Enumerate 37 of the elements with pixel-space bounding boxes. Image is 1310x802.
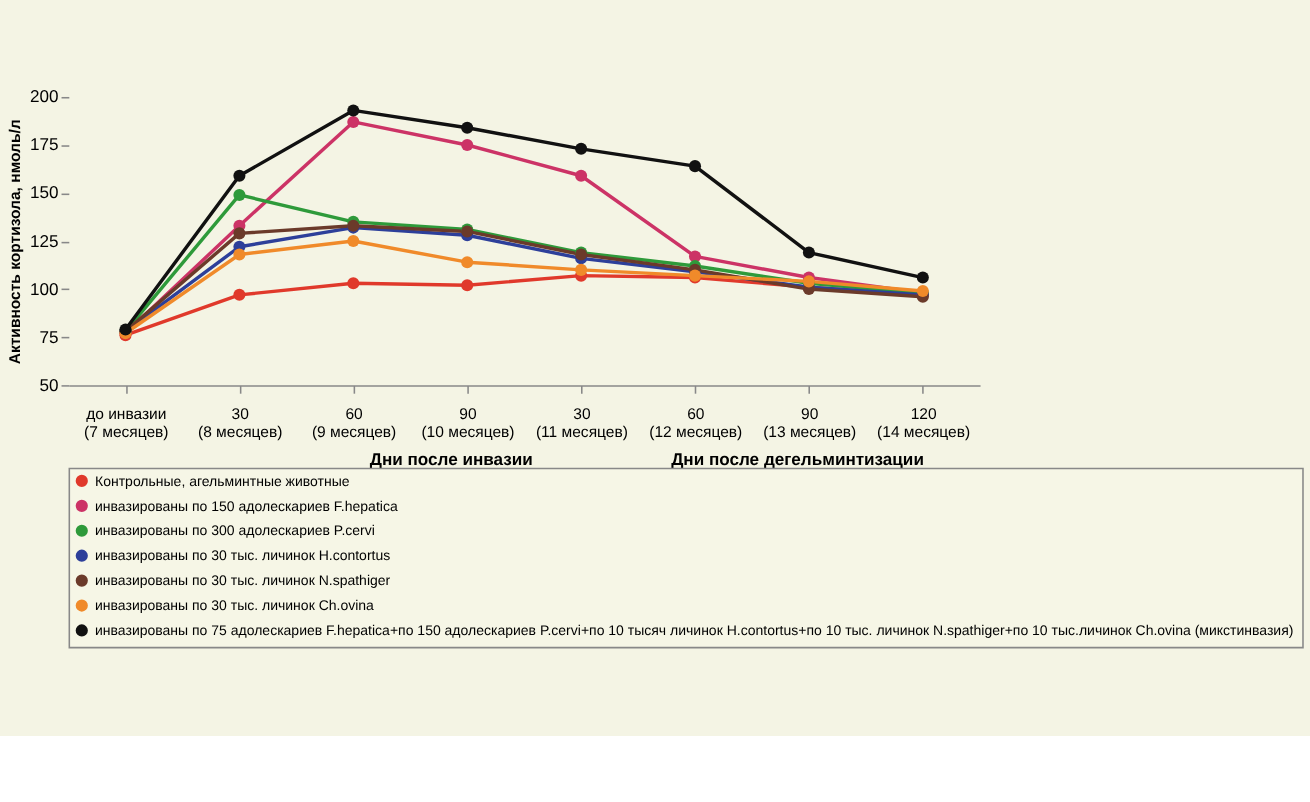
x-tick-label: 90 (13 месяцев) — [763, 404, 858, 442]
y-tick-label: 100 — [29, 278, 59, 299]
x-axis-title: Дни после инвазии — [369, 448, 533, 469]
y-tick-label: 75 — [39, 326, 59, 347]
y-axis-title: Активность кортизола, нмоль/л — [6, 119, 25, 365]
point — [233, 169, 246, 182]
x-tick-label: 60 (12 месяцев) — [649, 404, 744, 442]
point — [916, 271, 929, 284]
x-tick-label: 30 (8 месяцев) — [197, 404, 284, 442]
y-tick-label: 200 — [29, 86, 59, 107]
x-tick-label: до инвазии (7 месяцев) — [84, 404, 170, 442]
point — [461, 256, 474, 269]
point — [802, 246, 815, 259]
point — [688, 160, 702, 173]
x-tick-label: 120 (14 месяцев) — [877, 404, 971, 442]
point — [575, 142, 588, 155]
y-tick-label: 125 — [29, 230, 59, 251]
point — [233, 248, 246, 261]
y-tick-label: 175 — [29, 134, 59, 155]
y-tick-label: 50 — [39, 374, 59, 395]
point — [575, 169, 588, 182]
x-tick-label: 30 (11 месяцев) — [535, 404, 629, 442]
point — [461, 121, 474, 134]
point — [461, 138, 474, 152]
point — [233, 227, 246, 240]
point — [347, 115, 360, 128]
point — [347, 277, 360, 290]
point — [575, 263, 588, 276]
point — [233, 288, 246, 301]
point — [347, 235, 360, 248]
x-tick-label: 60 (9 месяцев) — [311, 404, 398, 442]
text: Дни после дегельминтизации — [671, 448, 924, 469]
point — [233, 188, 246, 201]
y-tick-label: 150 — [29, 182, 59, 203]
point — [347, 104, 360, 117]
point — [461, 279, 474, 292]
x-tick-label: 90 (10 месяцев) — [421, 404, 516, 442]
